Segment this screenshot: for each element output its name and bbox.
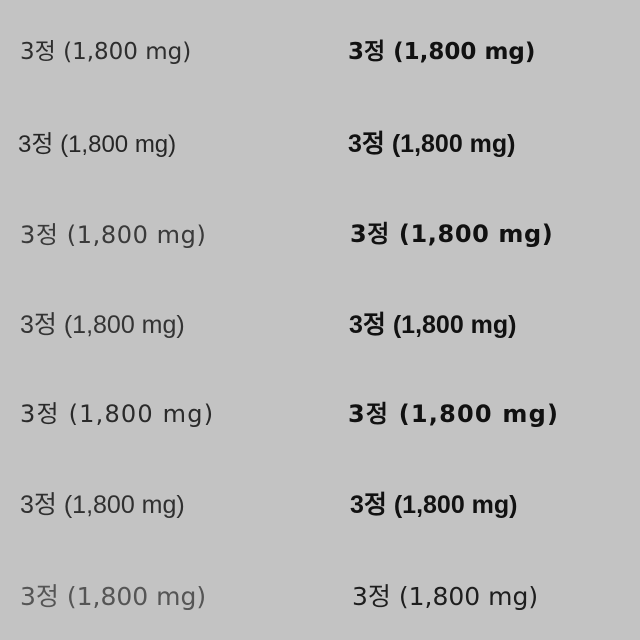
sample-row-3-regular: 3정 (1,800 mg) xyxy=(20,221,207,249)
sample-row-7-regular: 3정 (1,800 mg) xyxy=(20,582,207,611)
sample-row-4-regular: 3정 (1,800 mg) xyxy=(20,311,185,339)
sample-row-2-regular: 3정 (1,800 mg) xyxy=(18,131,177,158)
sample-row-3-bold: 3정 (1,800 mg) xyxy=(350,220,554,248)
sample-row-1-regular: 3정 (1,800 mg) xyxy=(20,39,192,65)
sample-row-1-bold: 3정 (1,800 mg) xyxy=(348,39,536,65)
sample-row-5-bold: 3정 (1,800 mg) xyxy=(348,400,560,428)
sample-row-2-bold: 3정 (1,800 mg) xyxy=(348,130,516,158)
sample-row-6-bold: 3정 (1,800 mg) xyxy=(350,491,518,519)
sample-row-5-regular: 3정 (1,800 mg) xyxy=(20,400,215,428)
sample-row-7-medium: 3정 (1,800 mg) xyxy=(352,582,539,611)
sample-row-4-bold: 3정 (1,800 mg) xyxy=(349,311,517,339)
sample-row-6-regular: 3정 (1,800 mg) xyxy=(20,491,185,519)
